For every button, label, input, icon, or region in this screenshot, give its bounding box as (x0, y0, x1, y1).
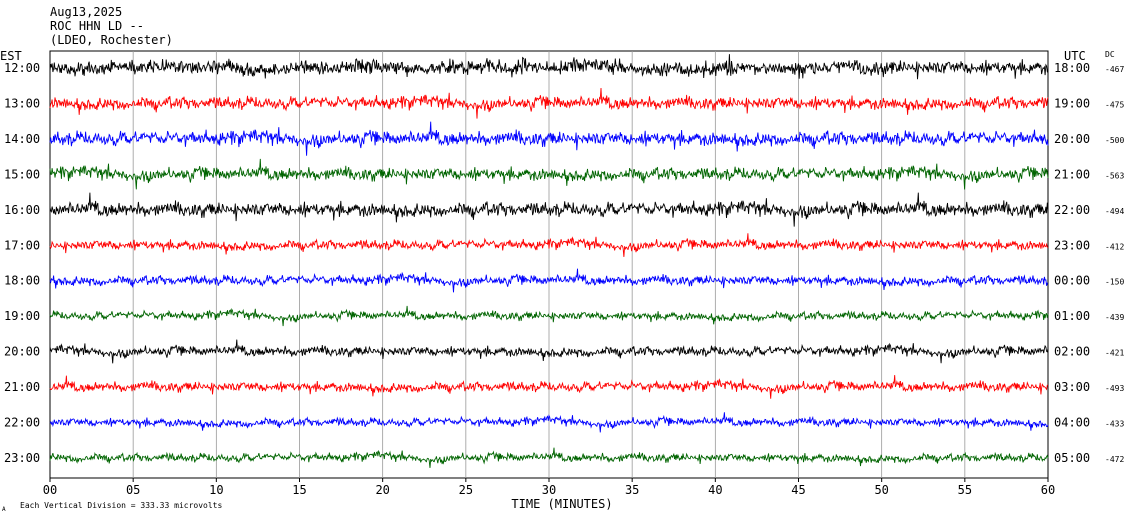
date-label: Aug13,2025 (50, 5, 122, 19)
x-tick-label: 60 (1041, 483, 1055, 497)
est-hour-label: 23:00 (4, 451, 40, 465)
x-tick-label: 15 (292, 483, 306, 497)
x-tick-label: 00 (43, 483, 57, 497)
est-hour-label: 22:00 (4, 416, 40, 430)
utc-hour-label: 05:00 (1054, 451, 1090, 465)
est-zone-label: EST (0, 49, 22, 63)
network-label: (LDEO, Rochester) (50, 33, 173, 47)
est-hour-labels: 12:00 13:00 14:00 15:00 16:00 17:00 18:00 19:00… (4, 61, 40, 465)
x-tick-label: 05 (126, 483, 140, 497)
x-tick-label: 50 (874, 483, 888, 497)
dc-offset-labels: -467 -475 -500 -563 -494 -412 -150 -439 -421 -493… (1105, 65, 1124, 464)
utc-hour-label: 20:00 (1054, 132, 1090, 146)
x-tick-label: 25 (459, 483, 473, 497)
dc-offset-label: -150 (1105, 278, 1124, 287)
utc-hour-label: 04:00 (1054, 416, 1090, 430)
dc-offset-label: -412 (1105, 242, 1124, 251)
est-hour-label: 15:00 (4, 167, 40, 181)
x-tick-label: 45 (791, 483, 805, 497)
dc-offset-label: -494 (1105, 207, 1124, 216)
dc-offset-label: -421 (1105, 349, 1124, 358)
x-tick-label: 30 (542, 483, 556, 497)
dc-offset-label: -467 (1105, 65, 1124, 74)
dc-offset-label: -439 (1105, 313, 1124, 322)
est-hour-label: 16:00 (4, 203, 40, 217)
est-hour-label: 20:00 (4, 345, 40, 359)
est-hour-label: 18:00 (4, 274, 40, 288)
station-label: ROC HHN LD -- (50, 19, 144, 33)
est-hour-label: 17:00 (4, 238, 40, 252)
trace-1600 (49, 192, 1049, 227)
est-hour-label: 19:00 (4, 309, 40, 323)
x-tick-label: 40 (708, 483, 722, 497)
utc-hour-label: 02:00 (1054, 345, 1090, 359)
x-tick-label: 10 (209, 483, 223, 497)
utc-hour-label: 03:00 (1054, 380, 1090, 394)
x-tick-label: 55 (958, 483, 972, 497)
x-tick-label: 20 (375, 483, 389, 497)
utc-hour-label: 18:00 (1054, 61, 1090, 75)
est-hour-label: 21:00 (4, 380, 40, 394)
utc-zone-label: UTC (1064, 49, 1086, 63)
utc-hour-label: 23:00 (1054, 238, 1090, 252)
trace-1800 (49, 268, 1048, 293)
dc-offset-label: -563 (1105, 171, 1124, 180)
trace-2000 (49, 339, 1049, 364)
utc-hour-labels: 18:00 19:00 20:00 21:00 22:00 23:00 00:00 01:00… (1054, 61, 1090, 465)
dc-offset-label: -475 (1105, 100, 1124, 109)
utc-hour-label: 22:00 (1054, 203, 1090, 217)
dc-offset-label: -493 (1105, 384, 1124, 393)
trace-1200 (49, 54, 1049, 80)
dc-offset-label: -472 (1105, 455, 1124, 464)
vertical-grid (132, 51, 966, 478)
x-tick-label: 35 (625, 483, 639, 497)
seismic-traces (49, 54, 1049, 468)
trace-1700 (49, 233, 1049, 257)
x-axis-title: TIME (MINUTES) (511, 497, 612, 511)
est-hour-label: 12:00 (4, 61, 40, 75)
utc-hour-label: 19:00 (1054, 96, 1090, 110)
trace-1900 (49, 305, 1049, 327)
est-hour-label: 14:00 (4, 132, 40, 146)
x-axis-ticks: 00 05 10 15 20 25 30 35 40 45 50 55 60 (43, 478, 1055, 497)
trace-2200 (49, 412, 1049, 433)
dc-offset-label: -433 (1105, 420, 1124, 429)
dc-header-label: DC (1105, 50, 1115, 59)
dc-offset-label: -500 (1105, 136, 1124, 145)
trace-1500 (49, 158, 1049, 190)
corner-mark: A (2, 506, 6, 513)
est-hour-label: 13:00 (4, 96, 40, 110)
trace-1400 (49, 121, 1049, 156)
utc-hour-label: 01:00 (1054, 309, 1090, 323)
scale-note: Each Vertical Division = 333.33 microvol… (20, 501, 222, 510)
trace-1300 (49, 87, 1049, 119)
utc-hour-label: 21:00 (1054, 167, 1090, 181)
utc-hour-label: 00:00 (1054, 274, 1090, 288)
trace-2300 (49, 447, 1049, 468)
trace-2100 (49, 375, 1049, 399)
